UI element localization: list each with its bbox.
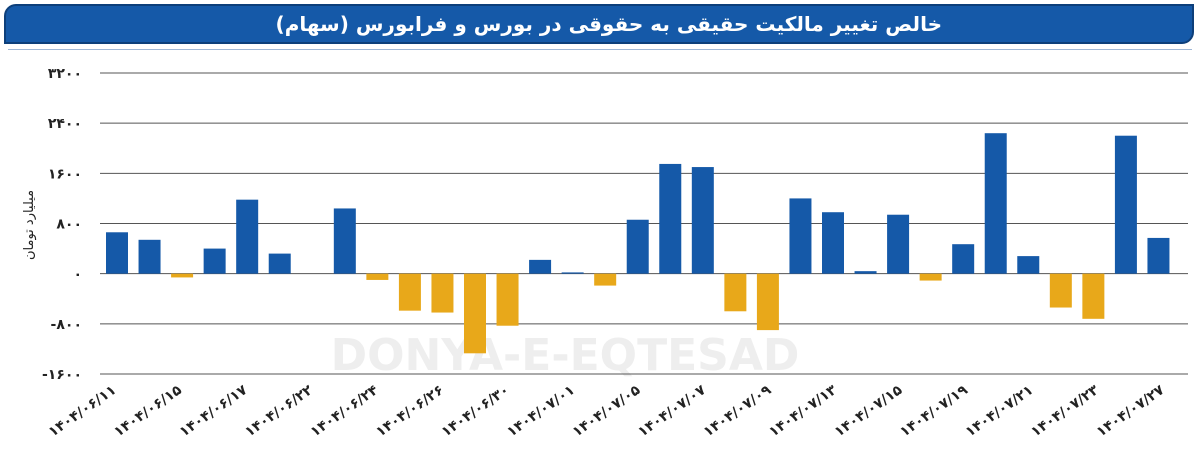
x-tick-label: ۱۴۰۴/۰۷/۲۳ bbox=[1028, 382, 1102, 440]
bar bbox=[756, 273, 779, 331]
bars bbox=[106, 133, 1170, 354]
bar bbox=[236, 199, 259, 274]
x-tick-label: ۱۴۰۴/۰۶/۳۰ bbox=[439, 382, 513, 440]
x-tick-label: ۱۴۰۴/۰۶/۱۷ bbox=[177, 382, 251, 440]
x-tick-label: ۱۴۰۴/۰۶/۱۵ bbox=[111, 382, 185, 440]
y-tick-label: ۳۲۰۰ bbox=[48, 66, 82, 82]
watermark: DONYA-E-EQTESAD bbox=[331, 330, 800, 381]
bar bbox=[561, 272, 584, 274]
bar bbox=[171, 273, 194, 278]
bar bbox=[1049, 273, 1072, 308]
y-tick-label: ۸۰۰ bbox=[56, 217, 82, 233]
bar bbox=[431, 273, 454, 313]
bar bbox=[984, 133, 1007, 274]
x-tick-label: ۱۴۰۴/۰۷/۱۵ bbox=[832, 382, 906, 440]
x-tick-label: ۱۴۰۴/۰۷/۲۱ bbox=[963, 382, 1037, 440]
bar bbox=[789, 198, 812, 274]
x-tick-label: ۱۴۰۴/۰۶/۲۴ bbox=[308, 382, 382, 440]
bar bbox=[398, 273, 421, 311]
bar bbox=[691, 167, 714, 274]
x-tick-label: ۱۴۰۴/۰۷/۰۹ bbox=[701, 382, 775, 440]
bar bbox=[203, 248, 226, 274]
x-tick-label: ۱۴۰۴/۰۷/۱۹ bbox=[897, 382, 971, 440]
x-tick-label: ۱۴۰۴/۰۷/۱۳ bbox=[766, 382, 840, 440]
bar bbox=[138, 239, 161, 274]
bar bbox=[106, 232, 128, 274]
title-bar: خالص تغییر مالکیت حقیقی به حقوقی در بورس… bbox=[4, 4, 1194, 44]
y-axis-ticks: ۳۲۰۰ ۲۴۰۰ ۱۶۰۰ ۸۰۰ ۰ -۸۰۰ -۱۶۰۰ bbox=[42, 66, 82, 383]
bar bbox=[919, 273, 942, 281]
title-divider bbox=[8, 49, 1192, 50]
y-tick-label: -۸۰۰ bbox=[51, 317, 82, 333]
bar bbox=[854, 271, 877, 274]
bar bbox=[496, 273, 519, 326]
x-tick-label: ۱۴۰۴/۰۶/۱۱ bbox=[46, 382, 120, 440]
x-tick-label: ۱۴۰۴/۰۶/۲۲ bbox=[242, 382, 316, 440]
bar bbox=[659, 163, 682, 274]
chart-title: خالص تغییر مالکیت حقیقی به حقوقی در بورس… bbox=[275, 12, 942, 36]
x-tick-label: ۱۴۰۴/۰۷/۲۷ bbox=[1094, 382, 1168, 440]
bar bbox=[1017, 256, 1040, 274]
bar bbox=[464, 273, 486, 354]
bar bbox=[1147, 237, 1170, 274]
x-tick-label: ۱۴۰۴/۰۷/۰۷ bbox=[635, 382, 709, 440]
y-tick-label: -۱۶۰۰ bbox=[42, 367, 82, 383]
bar bbox=[822, 212, 844, 274]
bar bbox=[724, 273, 747, 312]
y-tick-label: ۲۴۰۰ bbox=[48, 116, 82, 132]
y-tick-label: ۱۶۰۰ bbox=[48, 166, 82, 182]
bar bbox=[1082, 273, 1105, 319]
x-tick-label: ۱۴۰۴/۰۷/۰۵ bbox=[570, 382, 644, 440]
bar bbox=[594, 273, 617, 286]
bar bbox=[952, 244, 975, 274]
bar bbox=[1114, 135, 1137, 274]
bar bbox=[333, 208, 356, 274]
x-tick-label: ۱۴۰۴/۰۶/۲۶ bbox=[373, 382, 447, 440]
bar bbox=[626, 219, 649, 274]
y-tick-label: ۰ bbox=[73, 267, 82, 283]
bar bbox=[268, 253, 291, 274]
bar bbox=[887, 214, 910, 274]
x-axis-ticks: ۱۴۰۴/۰۶/۱۱۱۴۰۴/۰۶/۱۵۱۴۰۴/۰۶/۱۷۱۴۰۴/۰۶/۲۲… bbox=[46, 382, 1168, 440]
bar bbox=[529, 259, 552, 274]
x-tick-label: ۱۴۰۴/۰۷/۰۱ bbox=[504, 382, 578, 440]
y-axis-label: میلیارد تومان bbox=[22, 190, 37, 260]
bar bbox=[366, 273, 389, 280]
